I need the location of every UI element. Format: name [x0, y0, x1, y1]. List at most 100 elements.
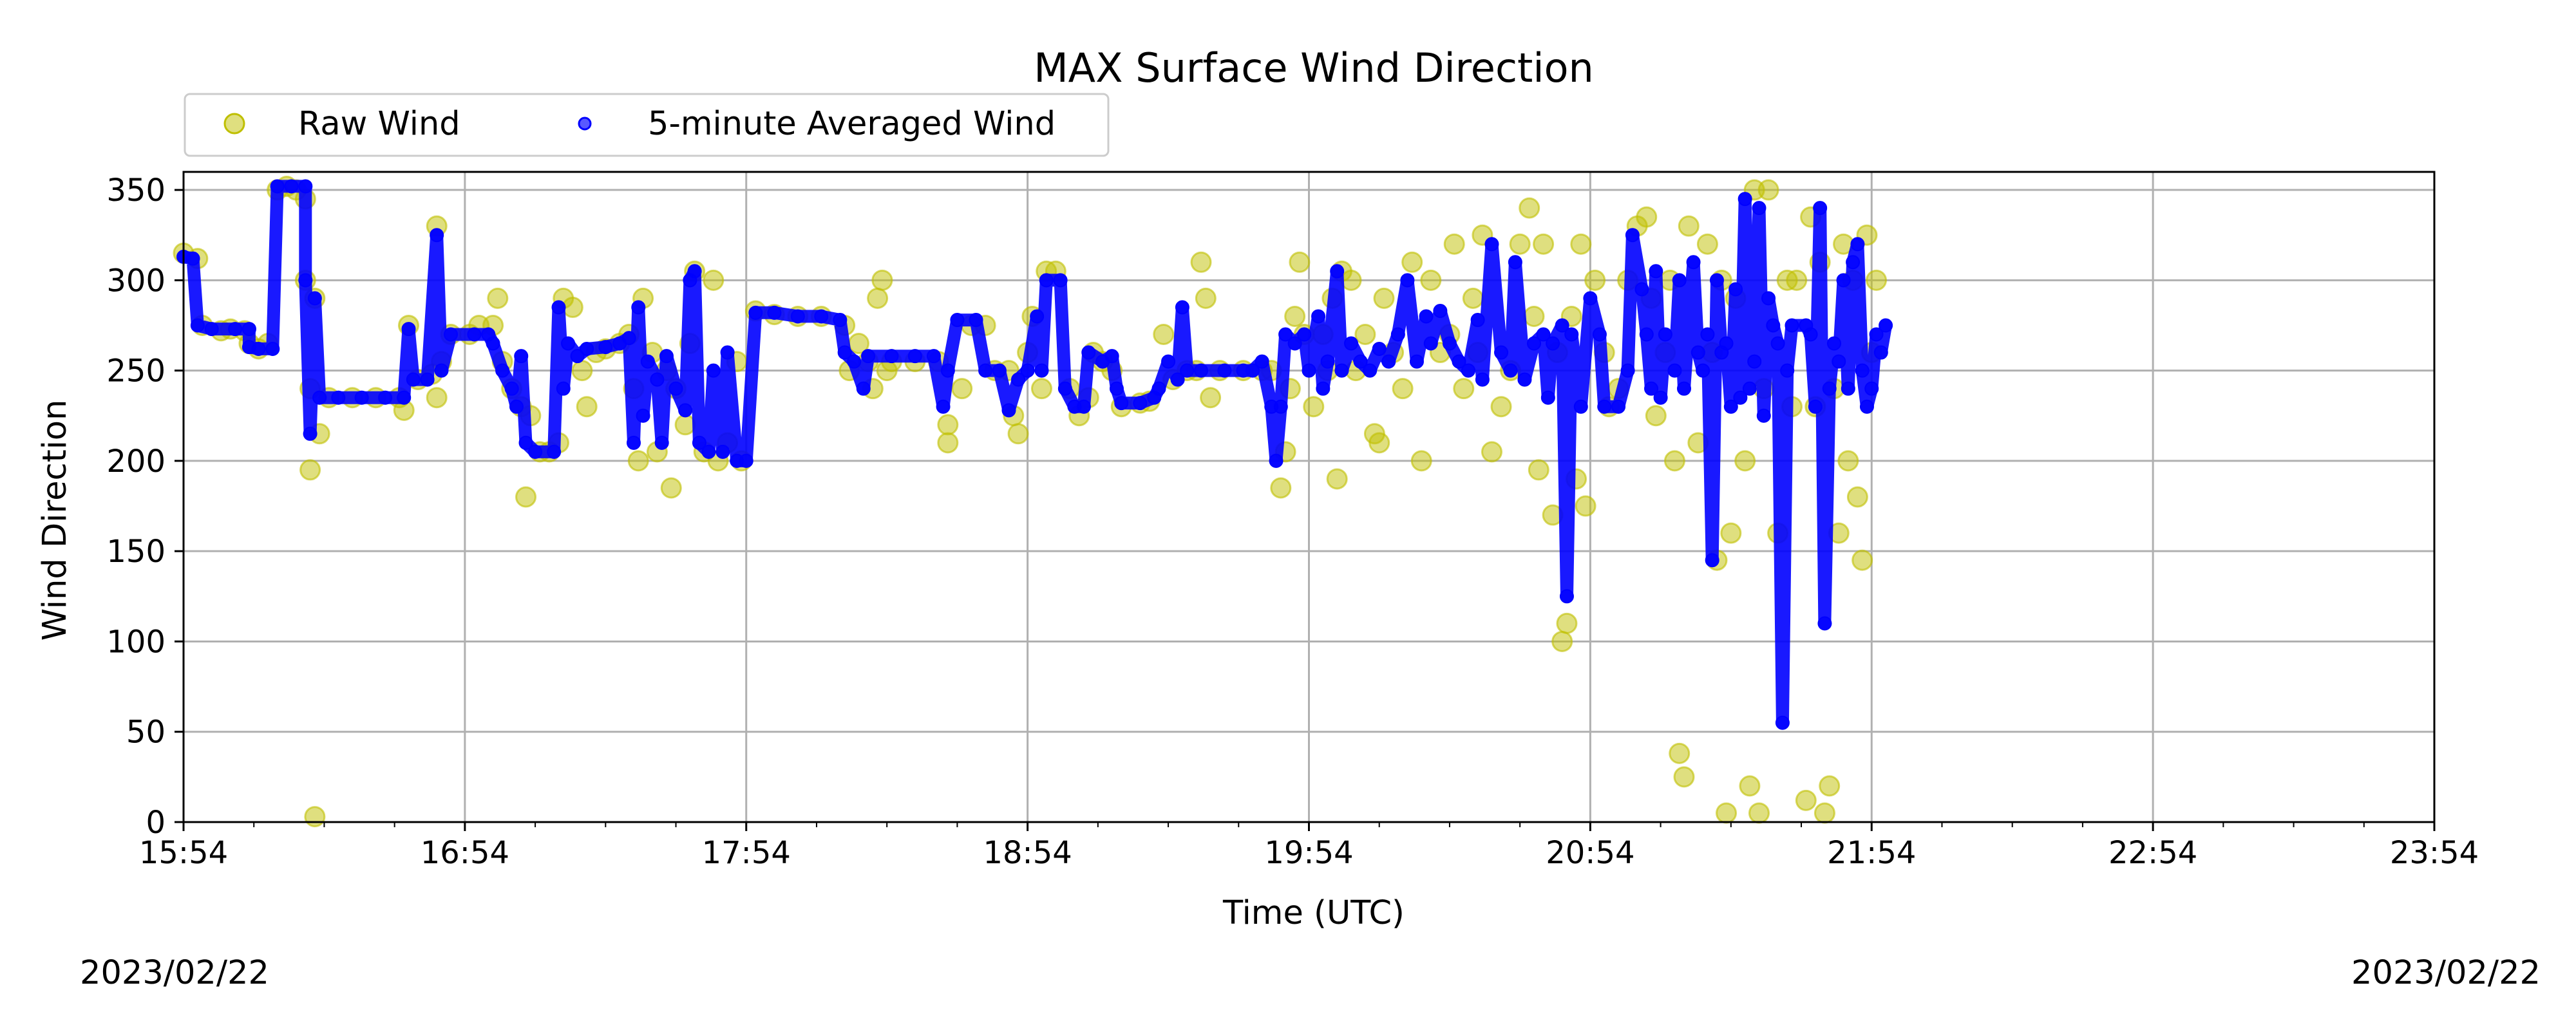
averaged-wind-point: [1517, 372, 1532, 387]
averaged-wind-point: [1742, 381, 1757, 396]
raw-wind-point: [1270, 477, 1292, 499]
averaged-wind-point: [1372, 341, 1387, 356]
averaged-wind-point: [1827, 336, 1841, 351]
raw-wind-point: [1481, 441, 1502, 463]
averaged-wind-point: [1053, 273, 1068, 288]
raw-wind-point: [1814, 802, 1835, 824]
raw-wind-point: [1373, 287, 1395, 309]
raw-wind-point: [1669, 742, 1690, 764]
averaged-wind-point: [1423, 336, 1438, 351]
raw-wind-point: [1819, 775, 1841, 797]
averaged-wind-point: [1363, 363, 1378, 378]
raw-wind-point: [1392, 378, 1414, 400]
averaged-wind-point: [1334, 363, 1349, 378]
raw-wind-point: [562, 296, 583, 318]
averaged-wind-point: [1170, 372, 1185, 387]
averaged-wind-point: [434, 363, 449, 378]
averaged-wind-point: [312, 390, 327, 405]
raw-wind-point: [571, 360, 593, 382]
y-tick-label: 300: [106, 263, 166, 299]
averaged-wind-point: [1039, 273, 1054, 288]
x-tick-label: 16:54: [421, 835, 509, 871]
date-right: 2023/02/22: [2351, 954, 2541, 992]
averaged-wind-point: [833, 313, 848, 328]
averaged-wind-point: [1508, 255, 1522, 270]
averaged-wind-point: [228, 322, 243, 337]
averaged-wind-point: [1709, 273, 1724, 288]
x-tick-label: 21:54: [1827, 835, 1916, 871]
averaged-wind-point: [1442, 336, 1457, 351]
raw-wind-point: [1748, 802, 1770, 824]
raw-wind-point: [660, 477, 682, 499]
averaged-wind-point: [636, 408, 650, 423]
averaged-wind-point: [598, 340, 613, 355]
raw-wind-point: [299, 459, 321, 481]
averaged-wind-point: [284, 179, 299, 194]
raw-wind-point: [1570, 233, 1592, 255]
averaged-wind-point: [298, 273, 313, 288]
averaged-wind-point: [678, 403, 693, 418]
raw-wind-point: [1757, 179, 1779, 201]
averaged-wind-point: [1869, 327, 1884, 342]
averaged-wind-point: [1649, 264, 1663, 279]
raw-wind-point: [1533, 233, 1555, 255]
averaged-wind-point: [1817, 616, 1832, 631]
raw-wind-point: [1837, 450, 1859, 472]
raw-wind-point: [1678, 215, 1700, 237]
raw-wind-point: [1420, 269, 1442, 291]
averaged-wind-point: [701, 444, 716, 459]
averaged-wind-point: [1719, 336, 1734, 351]
legend-raw-wind-label: Raw Wind: [298, 105, 460, 143]
y-tick-label: 250: [106, 353, 166, 389]
averaged-wind-point: [1297, 327, 1312, 342]
averaged-wind-series: [176, 179, 1893, 730]
averaged-wind-point: [992, 363, 1007, 378]
raw-wind-point: [871, 269, 893, 291]
averaged-wind-point: [1808, 399, 1823, 414]
averaged-wind-point: [1344, 336, 1359, 351]
averaged-wind-point: [1020, 363, 1035, 378]
averaged-wind-point: [1278, 327, 1293, 342]
averaged-wind-point: [767, 305, 782, 320]
raw-wind-point: [1289, 251, 1311, 273]
x-tick-label: 15:54: [139, 835, 228, 871]
averaged-wind-point: [1484, 237, 1499, 252]
x-tick-label: 18:54: [983, 835, 1072, 871]
x-axis-label: Time (UTC): [1222, 894, 1405, 932]
averaged-wind-point: [654, 435, 669, 450]
averaged-wind-point: [514, 349, 529, 364]
averaged-wind-point: [1034, 363, 1049, 378]
averaged-wind-point: [1859, 399, 1874, 414]
averaged-wind-point: [1114, 396, 1129, 411]
averaged-wind-point: [950, 313, 965, 328]
raw-wind-point: [576, 396, 598, 418]
raw-wind-point: [1663, 450, 1685, 472]
averaged-wind-point: [1780, 363, 1795, 378]
averaged-wind-point: [486, 336, 500, 351]
averaged-wind-point: [1011, 372, 1026, 387]
averaged-wind-point: [1583, 291, 1598, 306]
averaged-wind-point: [1723, 399, 1738, 414]
averaged-wind-point: [1475, 372, 1490, 387]
averaged-wind-point: [1057, 381, 1072, 396]
averaged-wind-point: [659, 349, 674, 364]
raw-wind-point: [1401, 251, 1423, 273]
averaged-wind-point: [1353, 354, 1368, 369]
raw-wind-point: [1410, 450, 1432, 472]
date-left: 2023/02/22: [80, 954, 269, 992]
averaged-wind-point: [1686, 255, 1701, 270]
averaged-wind-point: [1133, 396, 1148, 411]
averaged-wind-point: [401, 322, 416, 337]
averaged-wind-point: [1161, 354, 1176, 369]
raw-wind-point: [1490, 396, 1512, 418]
averaged-wind-point: [1592, 327, 1607, 342]
averaged-wind-point: [1653, 390, 1668, 405]
raw-wind-point: [1007, 423, 1029, 445]
averaged-wind-point: [1255, 354, 1269, 369]
averaged-wind-point: [1555, 318, 1569, 333]
raw-wind-point: [867, 287, 889, 309]
averaged-wind-point: [1766, 318, 1781, 333]
averaged-wind-point: [1733, 390, 1748, 405]
raw-wind-point: [1453, 378, 1475, 400]
averaged-wind-point: [528, 444, 543, 459]
